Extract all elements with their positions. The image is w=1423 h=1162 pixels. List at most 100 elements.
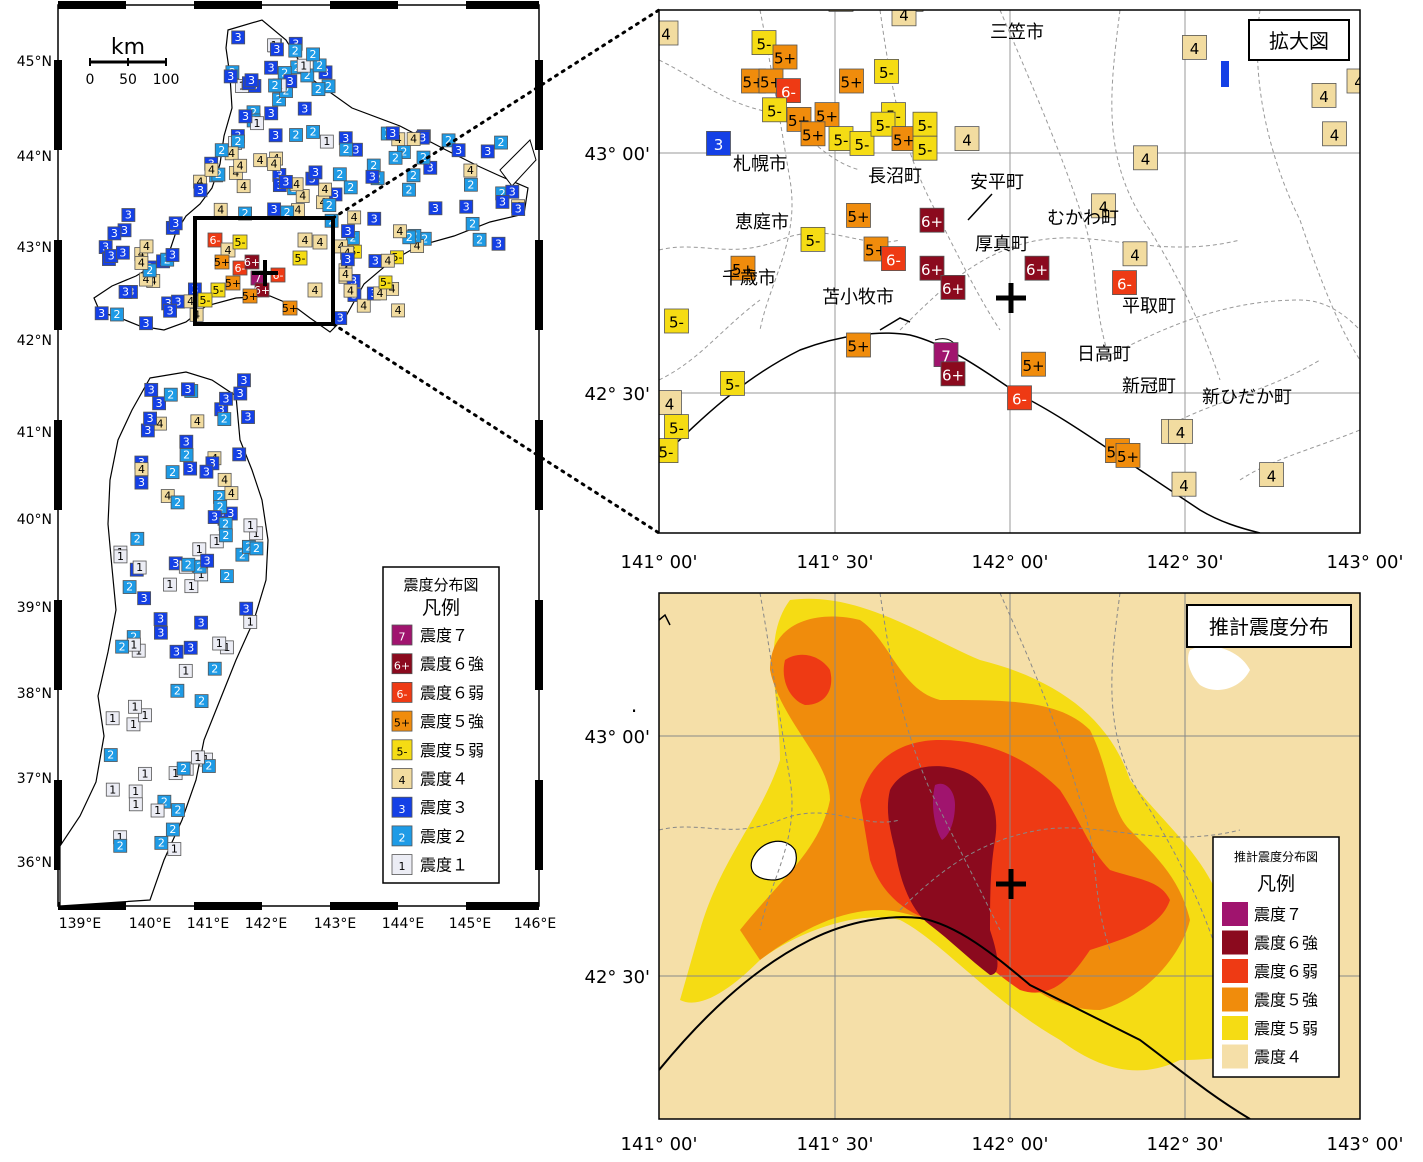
svg-text:1: 1 <box>247 616 254 629</box>
station-marker: 5+ <box>391 710 413 732</box>
legend-label: 震度６強 <box>420 655 484 674</box>
station-marker: 2 <box>170 495 185 510</box>
svg-text:2: 2 <box>326 199 333 212</box>
overview-map: 2333322113222222322331221132313133232232… <box>17 1 556 932</box>
svg-text:3: 3 <box>332 188 339 201</box>
svg-text:2: 2 <box>293 129 300 142</box>
estimated-grid <box>659 593 1360 1119</box>
estimated-legend-label: 震度５強 <box>1254 991 1318 1010</box>
svg-text:3: 3 <box>495 237 502 250</box>
station-marker: 3 <box>239 601 254 616</box>
svg-text:3: 3 <box>227 70 234 83</box>
svg-text:2: 2 <box>198 695 205 708</box>
svg-text:3: 3 <box>463 200 470 213</box>
svg-text:5-: 5- <box>235 236 246 249</box>
svg-text:4: 4 <box>138 248 145 261</box>
svg-text:3: 3 <box>218 403 225 416</box>
svg-text:3: 3 <box>272 129 279 142</box>
svg-text:2: 2 <box>180 762 187 775</box>
station-marker: 2 <box>176 761 191 776</box>
svg-text:5-: 5- <box>213 284 224 297</box>
station-marker: 3 <box>104 249 119 263</box>
scale-tick-100: 100 <box>153 72 180 88</box>
station-marker: 1 <box>212 636 227 651</box>
station-marker: 3 <box>333 311 348 325</box>
estimated-lon-label: 143° 00' <box>1327 1134 1404 1155</box>
station-marker: 2 <box>311 82 326 97</box>
svg-text:3: 3 <box>312 166 319 179</box>
svg-text:3: 3 <box>268 107 275 120</box>
svg-text:4: 4 <box>228 147 235 160</box>
station-marker: 6+ <box>919 207 945 233</box>
svg-text:1: 1 <box>172 767 179 780</box>
svg-text:2: 2 <box>498 136 505 149</box>
station-marker: 3 <box>200 553 215 568</box>
station-marker: 2 <box>171 803 185 817</box>
station-marker: 6+ <box>1024 255 1050 281</box>
svg-text:4: 4 <box>1190 40 1200 58</box>
station-marker: 1 <box>250 116 264 131</box>
station-marker: 3 <box>495 195 510 209</box>
svg-text:1: 1 <box>182 665 189 678</box>
station-marker: 5+ <box>730 255 756 281</box>
svg-text:4: 4 <box>257 154 264 167</box>
estimated-legend-subtitle: 凡例 <box>1257 873 1295 895</box>
svg-text:2: 2 <box>183 449 190 462</box>
svg-text:3: 3 <box>301 102 308 115</box>
station-marker: 3 <box>169 644 184 659</box>
station-marker: 2 <box>115 639 130 654</box>
svg-text:6-: 6- <box>397 688 408 701</box>
station-marker: 1 <box>132 560 147 575</box>
svg-text:2: 2 <box>234 135 241 148</box>
svg-text:2: 2 <box>315 83 322 96</box>
svg-text:3: 3 <box>432 202 439 215</box>
svg-text:3: 3 <box>175 295 182 308</box>
svg-text:4: 4 <box>312 284 319 297</box>
station-marker: 2 <box>170 683 185 698</box>
estimated-legend-swatch <box>1222 987 1248 1012</box>
lat-label: 43°N <box>17 240 52 256</box>
svg-text:2: 2 <box>107 749 114 762</box>
station-marker: 5+ <box>225 275 241 291</box>
station-marker: 6- <box>1007 385 1032 411</box>
station-marker: 2 <box>165 822 180 837</box>
station-marker: 4 <box>253 153 268 168</box>
station-marker: 3 <box>459 199 474 214</box>
station-marker: 1 <box>319 134 334 149</box>
place-shinhidaka: 新ひだか町 <box>1202 387 1292 408</box>
svg-text:1: 1 <box>300 59 307 72</box>
place-atsuma: 厚真町 <box>975 234 1029 255</box>
svg-text:3: 3 <box>119 246 126 259</box>
svg-text:3: 3 <box>352 143 359 156</box>
svg-text:1: 1 <box>194 751 201 764</box>
station-marker: 3 <box>480 144 495 159</box>
svg-text:5+: 5+ <box>847 208 869 226</box>
svg-text:4: 4 <box>197 175 204 188</box>
station-marker: 4 <box>391 768 413 789</box>
svg-text:3: 3 <box>172 217 179 230</box>
estimated-intensity-field <box>659 593 1360 1119</box>
station-marker: 3 <box>153 612 168 627</box>
svg-text:3: 3 <box>389 127 396 140</box>
legend-label: 震度７ <box>420 626 468 645</box>
svg-text:4: 4 <box>295 204 302 217</box>
svg-text:1: 1 <box>154 804 161 817</box>
estimated-legend-label: 震度４ <box>1254 1048 1302 1067</box>
station-marker: 4 <box>236 179 251 194</box>
station-marker: 3 <box>368 254 383 268</box>
station-marker: 5- <box>751 30 777 56</box>
zoom-lon-label: 142° 30' <box>1147 552 1224 573</box>
svg-text:3: 3 <box>273 43 280 56</box>
svg-text:5+: 5+ <box>774 50 796 68</box>
station-marker: 3 <box>183 461 198 476</box>
station-marker: 1 <box>178 663 193 678</box>
place-hidaka: 日高町 <box>1077 344 1131 365</box>
zoom-extent-box <box>193 216 335 326</box>
svg-text:2: 2 <box>117 839 124 852</box>
station-marker: 6- <box>207 232 223 248</box>
station-marker: 3 <box>193 183 208 198</box>
station-marker: 4 <box>1122 241 1148 267</box>
svg-text:3: 3 <box>165 297 172 310</box>
svg-text:4: 4 <box>271 158 278 171</box>
station-marker: 1 <box>105 782 120 797</box>
